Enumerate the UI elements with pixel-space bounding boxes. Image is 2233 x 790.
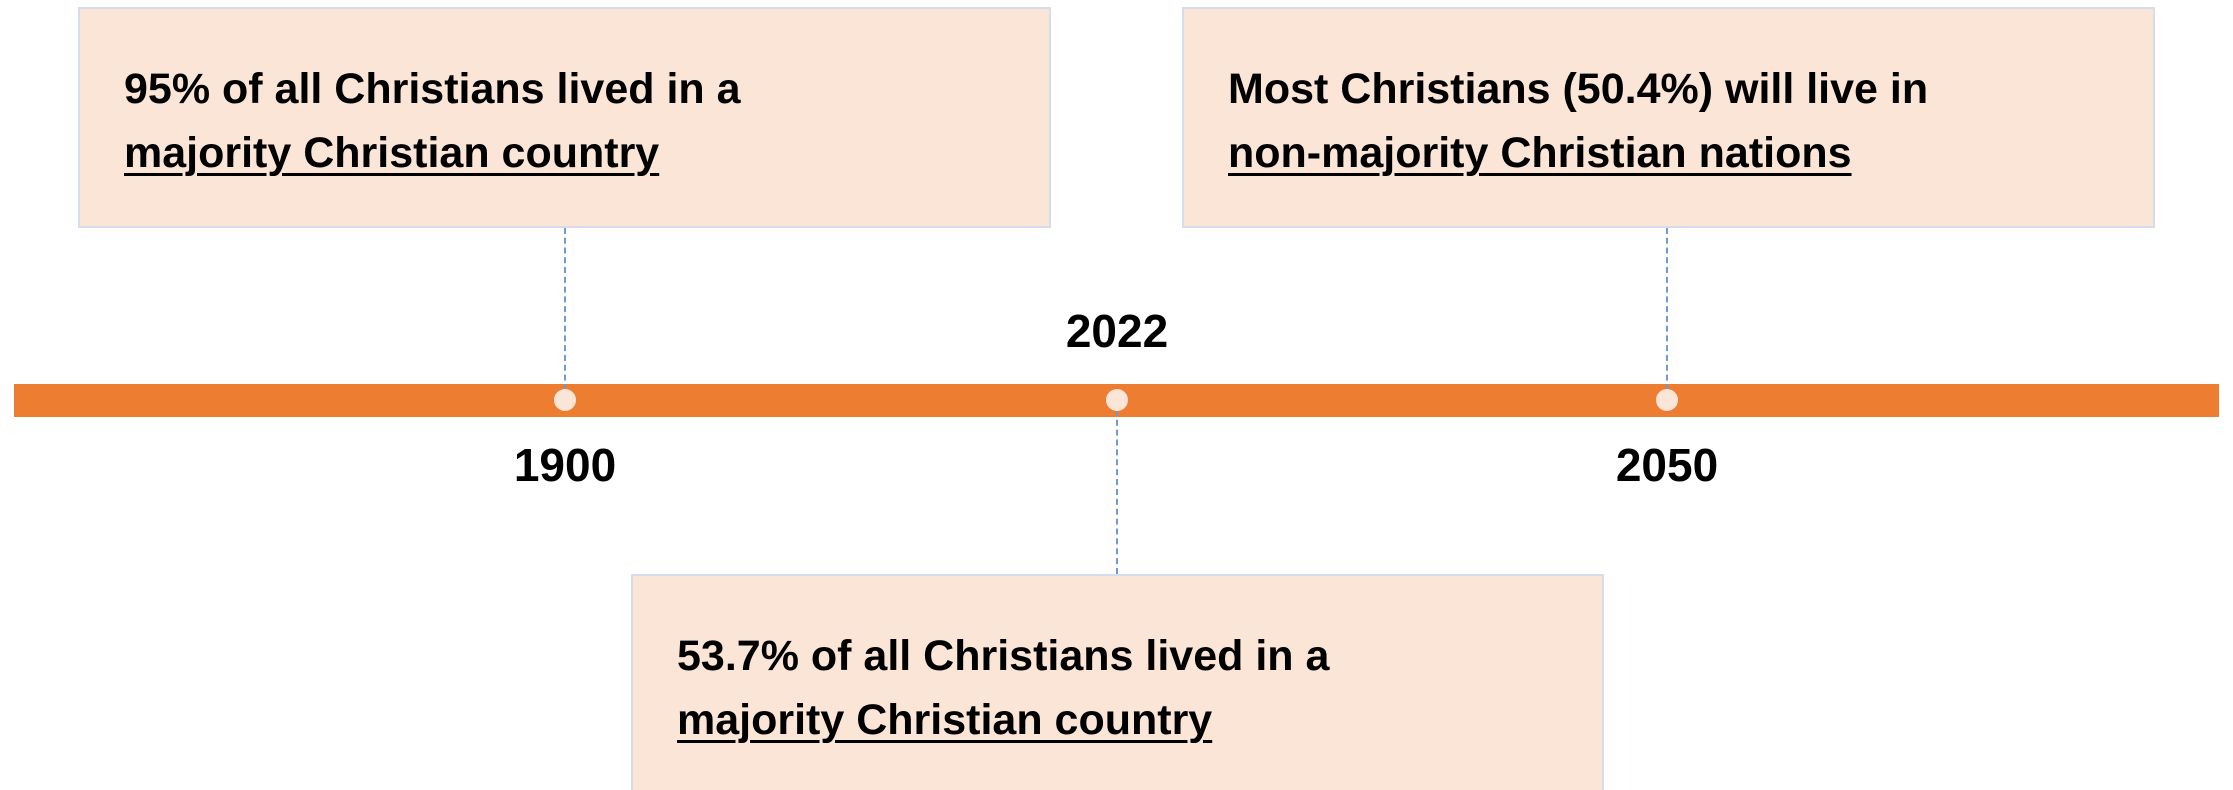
event-box: 53.7% of all Christians lived in a major… [631, 574, 1604, 790]
connector [1116, 400, 1118, 574]
event-text: Most Christians (50.4%) will live in [1228, 65, 1929, 113]
year-label: 2050 [1615, 439, 1719, 491]
timeline-dot [1106, 389, 1128, 411]
event-text: 95% of all Christians lived in a [124, 65, 741, 113]
event-emphasis: non-majority Christian nations [1228, 129, 1852, 177]
event-emphasis: majority Christian country [124, 129, 660, 177]
connector [1666, 228, 1668, 400]
timeline-dot [1656, 389, 1678, 411]
year-label: 2022 [1065, 305, 1169, 357]
event-text: 53.7% of all Christians lived in a [677, 632, 1330, 680]
year-label: 1900 [513, 439, 617, 491]
event-box: Most Christians (50.4%) will live in non… [1182, 7, 2155, 228]
timeline-dot [554, 389, 576, 411]
event-box: 95% of all Christians lived in a majorit… [78, 7, 1051, 228]
event-emphasis: majority Christian country [677, 696, 1213, 744]
connector [564, 228, 566, 400]
